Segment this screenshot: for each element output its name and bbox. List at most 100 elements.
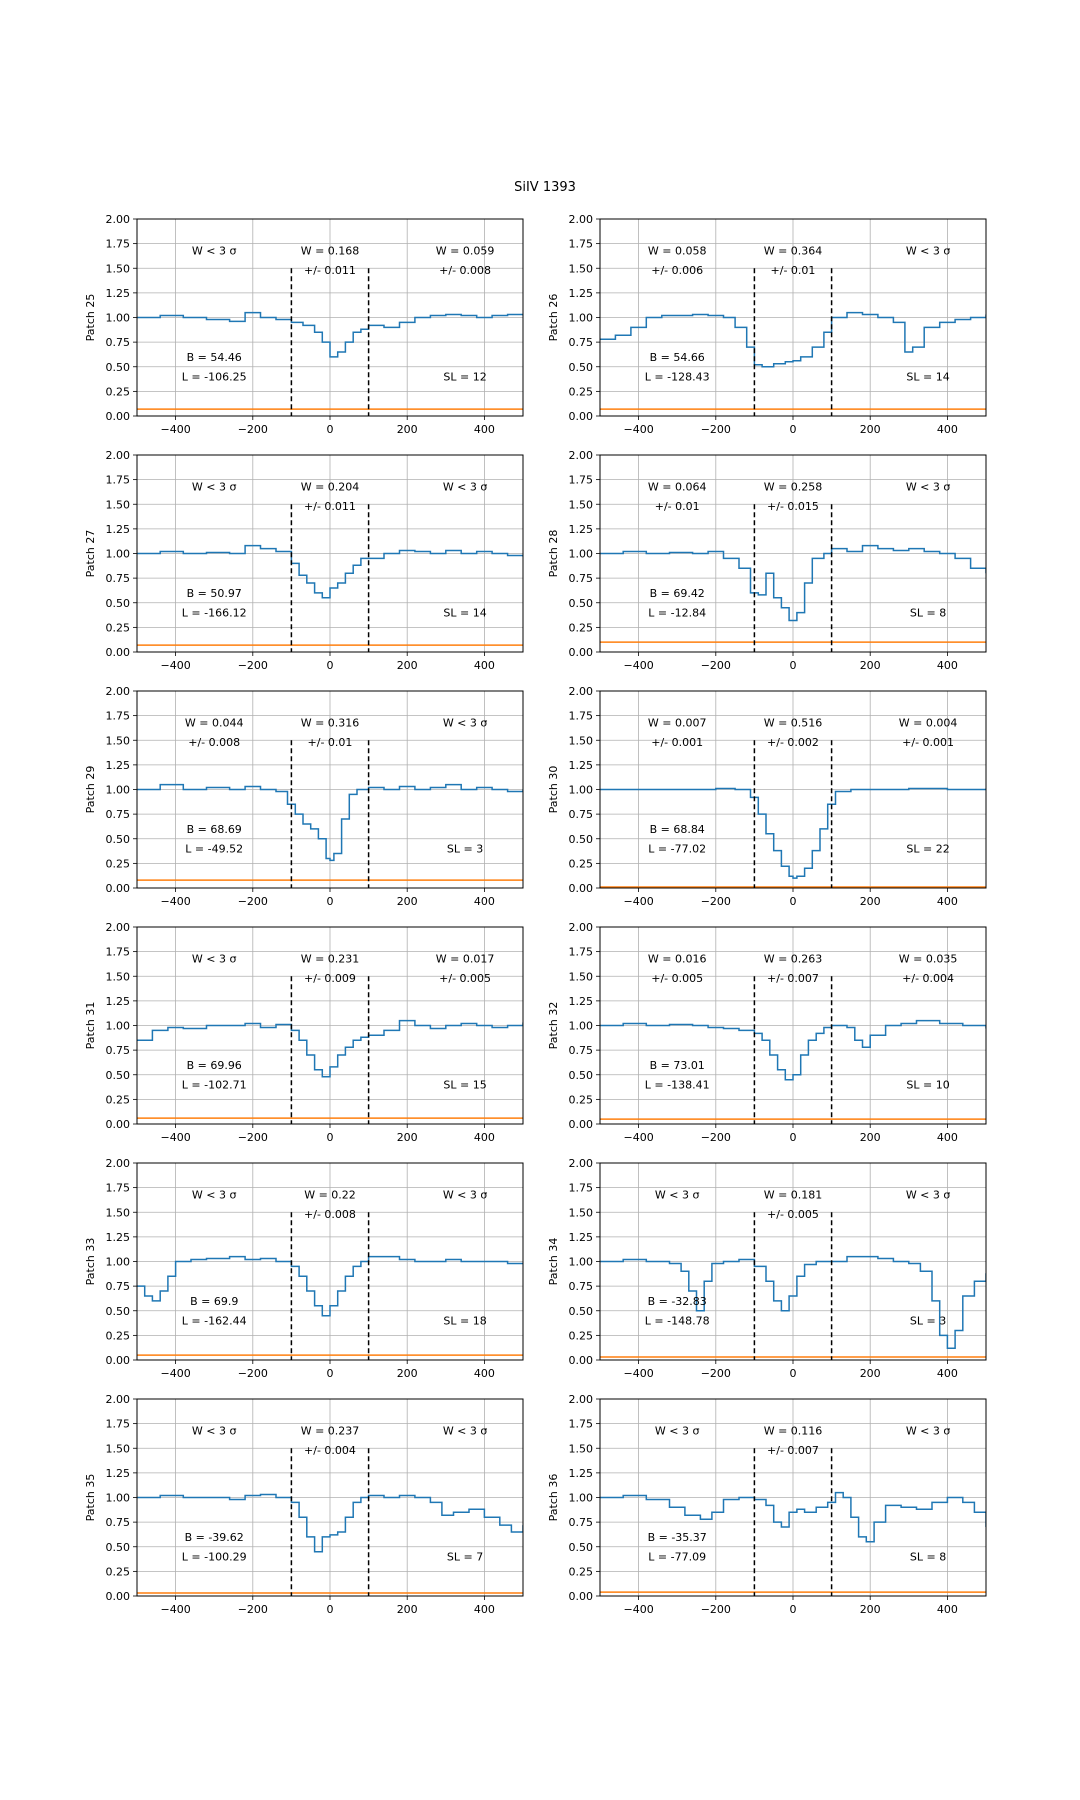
y-tick-label: 1.00 — [106, 1492, 131, 1505]
y-tick-label: 0.25 — [106, 385, 131, 398]
y-tick-label: 1.25 — [106, 287, 131, 300]
w-left-label: W < 3 σ — [192, 1189, 237, 1202]
x-tick-label: −200 — [701, 1367, 731, 1380]
x-tick-label: −200 — [238, 1603, 268, 1616]
x-tick-label: 400 — [937, 895, 958, 908]
y-tick-label: 1.50 — [106, 970, 131, 983]
w-right-error: +/- 0.005 — [439, 972, 491, 985]
x-tick-label: −200 — [238, 423, 268, 436]
panel-patch-32: −400 −200 0 200 400 0.00 0.25 0.50 0.75 1.00 1.25 1… — [547, 921, 987, 1144]
w-center-label: W = 0.316 — [301, 717, 360, 730]
w-center-label: W = 0.22 — [304, 1189, 356, 1202]
panels: −400 −200 0 200 400 0.00 0.25 0.50 0.75 1.00 1.25 1… — [84, 213, 987, 1616]
plot-frame — [599, 1162, 987, 1361]
y-tick-label: 0.25 — [106, 1565, 131, 1578]
y-tick-label: 1.50 — [106, 1442, 131, 1455]
b-value-label: B = 50.97 — [187, 587, 242, 600]
x-tick-label: −400 — [160, 1367, 190, 1380]
y-tick-label: 0.50 — [569, 597, 594, 610]
x-tick-label: 200 — [397, 895, 418, 908]
series-flux-line — [137, 1255, 523, 1317]
panel-patch-33: −400 −200 0 200 400 0.00 0.25 0.50 0.75 1.00 1.25 1… — [84, 1157, 524, 1380]
x-tick-label: 0 — [327, 1603, 334, 1616]
sl-value-label: SL = 18 — [443, 1315, 486, 1328]
y-tick-label: 0.75 — [106, 336, 131, 349]
y-axis-label: Patch 26 — [547, 294, 560, 342]
y-tick-label: 1.00 — [106, 312, 131, 325]
y-tick-label: 0.25 — [106, 1093, 131, 1106]
y-axis-label: Patch 31 — [84, 1002, 97, 1050]
plot-frame — [599, 690, 987, 889]
l-value-label: L = -106.25 — [182, 371, 247, 384]
x-tick-label: −400 — [160, 1131, 190, 1144]
x-tick-label: −400 — [623, 1603, 653, 1616]
w-right-label: W < 3 σ — [906, 1425, 951, 1438]
b-value-label: B = 69.42 — [650, 587, 705, 600]
x-tick-label: 200 — [397, 659, 418, 672]
x-tick-label: 400 — [937, 423, 958, 436]
y-tick-label: 2.00 — [106, 449, 131, 462]
l-value-label: L = -148.78 — [645, 1315, 710, 1328]
x-tick-label: 200 — [397, 1131, 418, 1144]
plot-frame — [136, 1162, 524, 1361]
y-tick-label: 1.75 — [569, 946, 594, 959]
x-tick-label: 400 — [474, 1367, 495, 1380]
y-tick-label: 2.00 — [106, 213, 131, 226]
series-flux-line — [600, 1491, 986, 1543]
w-left-label: W < 3 σ — [655, 1189, 700, 1202]
series-flux-line — [137, 1493, 523, 1553]
b-value-label: B = 54.66 — [650, 351, 705, 364]
y-tick-label: 0.00 — [569, 1354, 594, 1367]
x-tick-label: 0 — [327, 423, 334, 436]
panel-patch-28: −400 −200 0 200 400 0.00 0.25 0.50 0.75 1.00 1.25 1… — [547, 449, 987, 672]
y-tick-label: 0.25 — [106, 857, 131, 870]
y-tick-label: 0.25 — [569, 385, 594, 398]
w-center-label: W = 0.364 — [764, 245, 823, 258]
y-tick-label: 1.00 — [569, 312, 594, 325]
w-center-error: +/- 0.007 — [767, 1444, 819, 1457]
y-tick-label: 1.75 — [106, 1182, 131, 1195]
y-axis-label: Patch 36 — [547, 1474, 560, 1522]
plot-frame — [136, 454, 524, 653]
y-tick-label: 1.75 — [106, 710, 131, 723]
y-tick-label: 1.00 — [106, 784, 131, 797]
x-tick-label: −400 — [623, 659, 653, 672]
x-tick-label: 400 — [474, 1603, 495, 1616]
w-right-label: W < 3 σ — [443, 717, 488, 730]
plot-frame — [136, 218, 524, 417]
y-tick-label: 0.00 — [106, 410, 131, 423]
y-tick-label: 1.25 — [106, 1231, 131, 1244]
x-tick-label: −400 — [160, 423, 190, 436]
y-tick-label: 0.50 — [106, 1541, 131, 1554]
y-tick-label: 2.00 — [569, 1393, 594, 1406]
y-tick-label: 0.50 — [106, 1069, 131, 1082]
w-center-label: W = 0.168 — [301, 245, 360, 258]
panel-patch-34: −400 −200 0 200 400 0.00 0.25 0.50 0.75 1.00 1.25 1… — [547, 1157, 987, 1380]
y-tick-label: 1.50 — [106, 498, 131, 511]
w-right-label: W < 3 σ — [906, 481, 951, 494]
sl-value-label: SL = 15 — [443, 1079, 486, 1092]
x-tick-label: 200 — [860, 423, 881, 436]
y-tick-label: 1.00 — [569, 1256, 594, 1269]
w-center-label: W = 0.258 — [764, 481, 823, 494]
y-tick-label: 1.00 — [106, 1256, 131, 1269]
sl-value-label: SL = 22 — [906, 843, 949, 856]
l-value-label: L = -138.41 — [645, 1079, 710, 1092]
x-tick-label: 0 — [790, 659, 797, 672]
plot-frame — [136, 1398, 524, 1597]
sl-value-label: SL = 10 — [906, 1079, 949, 1092]
x-tick-label: −400 — [623, 1131, 653, 1144]
y-tick-label: 1.00 — [106, 1020, 131, 1033]
w-center-error: +/- 0.008 — [304, 1208, 356, 1221]
panel-patch-31: −400 −200 0 200 400 0.00 0.25 0.50 0.75 1.00 1.25 1… — [84, 921, 524, 1144]
w-right-error: +/- 0.008 — [439, 264, 491, 277]
x-tick-label: 0 — [327, 895, 334, 908]
panel-patch-27: −400 −200 0 200 400 0.00 0.25 0.50 0.75 1.00 1.25 1… — [84, 449, 524, 672]
y-tick-label: 1.75 — [106, 946, 131, 959]
w-right-label: W < 3 σ — [443, 1189, 488, 1202]
x-tick-label: 200 — [397, 1367, 418, 1380]
w-left-error: +/- 0.005 — [651, 972, 703, 985]
w-right-label: W = 0.059 — [436, 245, 495, 258]
y-axis-label: Patch 30 — [547, 766, 560, 814]
x-tick-label: 0 — [327, 1367, 334, 1380]
